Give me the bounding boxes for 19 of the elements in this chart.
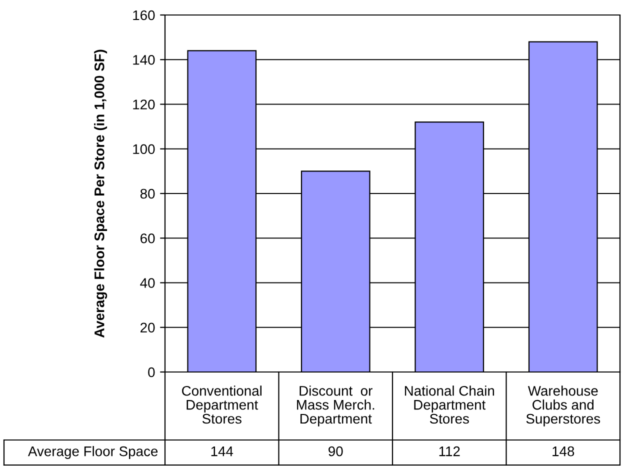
x-tick-label: National Chain Department Stores [404,386,494,424]
y-tick-label: 160 [133,10,155,20]
y-tick-label: 40 [140,278,155,288]
y-tick-label: 100 [133,144,155,154]
y-axis-title: Average Floor Space Per Store (in 1,000 SF) [94,50,108,338]
y-tick-label: 120 [133,100,155,110]
data-label: 90 [328,446,343,456]
y-tick-label: 80 [140,188,155,199]
legend-label: Average Floor Space [28,446,158,459]
y-tick-label: 20 [140,322,155,333]
data-label: 144 [211,446,234,456]
y-tick-label: 140 [133,54,155,65]
x-tick-label: Warehouse Clubs and Superstores [526,386,600,426]
data-label: 148 [552,446,574,456]
y-tick-label: 60 [140,233,155,244]
data-label: 112 [439,446,460,456]
x-tick-label: Discount or Mass Merch. Department [297,386,374,426]
x-tick-label: Conventional Department Stores [182,386,262,424]
y-tick-label: 0 [148,367,155,378]
